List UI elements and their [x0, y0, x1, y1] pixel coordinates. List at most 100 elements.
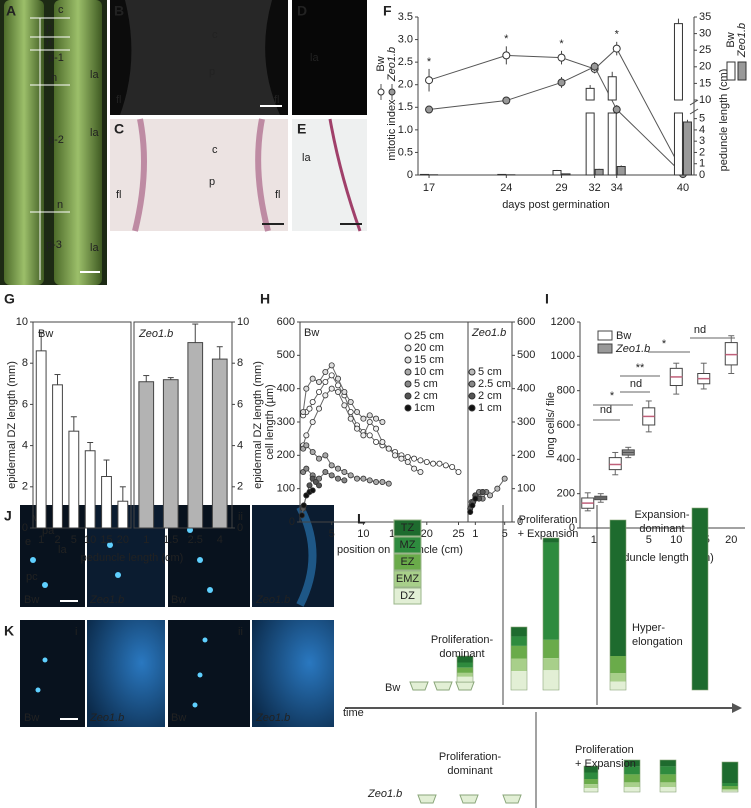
- zone-segment: [660, 774, 676, 783]
- photo-label: e: [25, 536, 31, 548]
- zone-label: EZ: [400, 556, 414, 568]
- peduncle: [691, 507, 709, 691]
- y-tick-label: 0: [22, 522, 28, 534]
- photo-label: la: [90, 69, 99, 81]
- legend-label: 1cm: [414, 402, 435, 414]
- photo-label: p-3: [46, 239, 62, 251]
- photo-d: [292, 0, 367, 115]
- x-tick-label: 5: [71, 534, 77, 546]
- marker: [425, 76, 434, 85]
- panel-letter: D: [297, 3, 307, 19]
- x-tick-label: 1: [591, 534, 597, 546]
- panel-letter: I: [545, 291, 549, 307]
- marker: [373, 478, 380, 485]
- legend-label: 20 cm: [414, 342, 444, 354]
- zone-segment: [660, 782, 676, 788]
- marker: [404, 458, 411, 465]
- panel-letter: B: [114, 3, 124, 19]
- marker: [366, 477, 373, 484]
- bar: [682, 121, 692, 176]
- phase-label: Proliferation-: [431, 634, 494, 646]
- y-tick-label: 800: [557, 385, 575, 397]
- axis-break: [689, 108, 699, 115]
- zone-swatch: [393, 570, 422, 588]
- x-tick-label: 5: [502, 528, 508, 540]
- marker: [335, 375, 342, 382]
- y-tick-label: 3.5: [398, 11, 413, 23]
- zone-segment: [610, 681, 626, 690]
- photo-label: n: [46, 37, 52, 49]
- bar: [162, 379, 179, 529]
- peduncle: [583, 765, 599, 793]
- legend-label: Zeo1.b: [386, 47, 398, 82]
- zone-segment: [584, 779, 598, 785]
- bar: [35, 350, 47, 529]
- panel-title: Bw: [304, 327, 319, 339]
- phase-label: + Expansion: [518, 528, 579, 540]
- legend-marker: [468, 392, 476, 400]
- y-tick-label: 0: [569, 522, 575, 534]
- legend-marker: [377, 88, 385, 96]
- marker: [354, 408, 361, 415]
- phase-label: + Expansion: [575, 758, 636, 770]
- photo-label: Zeo1.b: [89, 594, 124, 606]
- x-tick-label: 17: [423, 182, 435, 194]
- plot-frame: [467, 321, 513, 523]
- row-label: Bw: [385, 682, 400, 694]
- bar: [84, 450, 96, 529]
- marker: [309, 398, 316, 405]
- plot-frame: [133, 321, 233, 529]
- photo-label: pc: [26, 571, 38, 583]
- marker: [347, 472, 354, 479]
- legend-label: 5 cm: [478, 366, 502, 378]
- zone-segment: [660, 787, 676, 792]
- marker: [328, 385, 335, 392]
- marker: [411, 465, 418, 472]
- photo-label: la: [90, 127, 99, 139]
- zone-segment: [624, 782, 640, 788]
- marker: [417, 457, 424, 464]
- bar: [187, 342, 204, 529]
- line: [428, 47, 684, 173]
- bar: [68, 430, 80, 529]
- marker: [316, 378, 323, 385]
- legend-marker: [404, 368, 412, 376]
- significance: *: [559, 38, 564, 50]
- legend-swatch: [726, 61, 736, 81]
- marker: [486, 492, 493, 499]
- marker: [341, 402, 348, 409]
- peduncle: [659, 759, 677, 793]
- photo-label: c: [212, 29, 218, 41]
- zone-segment: [660, 760, 676, 767]
- legend-label: 2 cm: [478, 390, 502, 402]
- photo-label: Zeo1.b: [255, 594, 290, 606]
- legend-label: Bw: [375, 56, 387, 71]
- zone-swatch: [393, 519, 422, 537]
- y2-tick-label: 0: [699, 169, 705, 181]
- photo-label: Bw: [24, 594, 39, 606]
- y-tick-label: 400: [277, 383, 295, 395]
- y-axis-label: epidermal DZ length (mm): [6, 361, 18, 489]
- marker: [479, 488, 486, 495]
- marker: [335, 382, 342, 389]
- marker: [328, 362, 335, 369]
- photo-label: ii: [238, 626, 243, 638]
- peduncle-bud: [455, 681, 475, 691]
- zone-segment: [543, 639, 559, 659]
- y-tick-label: 8: [237, 357, 243, 369]
- x-tick-label: 5: [646, 534, 652, 546]
- marker: [501, 475, 508, 482]
- zone-segment: [457, 667, 473, 673]
- x-axis-label: days post germination: [502, 199, 610, 211]
- significance: *: [504, 33, 509, 45]
- panel-title: Zeo1.b: [471, 327, 506, 339]
- photo-c: [110, 118, 288, 232]
- zone-segment: [511, 658, 527, 672]
- zone-segment: [543, 658, 559, 671]
- photo-label: Zeo1.b: [89, 712, 124, 724]
- x-tick-label: 15: [100, 534, 112, 546]
- y2-tick-label: 5: [699, 113, 705, 125]
- y-tick-label: 0: [289, 516, 295, 528]
- panel-letter: K: [4, 623, 14, 639]
- legend-marker: [468, 380, 476, 388]
